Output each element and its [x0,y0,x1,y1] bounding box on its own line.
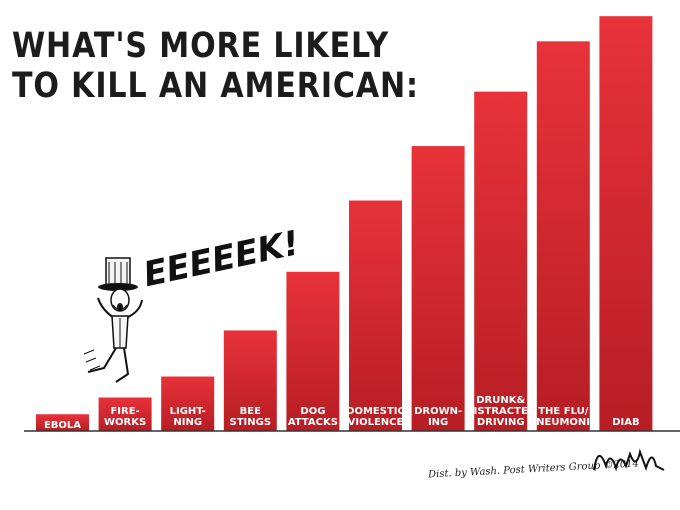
bar-label-line: ATTACKS [288,417,338,428]
bar [474,91,528,432]
bar-label-line: BEE [240,406,261,417]
bar-label: DOG ATTACKS [288,406,338,428]
bar [223,330,277,431]
bar-label-line: DISTRACTED [465,406,536,417]
bar-label: DROWN-ING [414,406,462,428]
bar-label-line: DOG [300,406,325,417]
bar-label: DRUNK& DISTRACTED DRIVING [465,395,536,428]
bar [536,41,590,432]
uncle-sam-figure [83,257,143,383]
bar [349,200,402,431]
bar [286,271,340,431]
artist-signature [593,448,665,472]
bar-label-line: PNEUMONIA [529,417,598,428]
bar [161,376,215,431]
bar-label-line: DRUNK& [476,395,525,406]
bar-label-line: NING [173,417,202,428]
bar-label-line: EBOLA [44,420,81,431]
bar-label-line: ING [428,417,448,428]
bar-label: THE FLU/PNEUMONIA [529,406,598,428]
bar-label: DIAB [612,417,639,428]
chart-title-line-2: TO KILL AN AMERICAN: [12,66,419,106]
chart-title-line-1: WHAT'S MORE LIKELY [12,26,390,66]
bar [98,397,152,431]
bar-label-line: STINGS [230,417,272,428]
bar-label: EBOLA [44,420,81,431]
bar-label-line: THE FLU/ [538,406,588,417]
bar-label-line: DRIVING [477,417,525,428]
bar-label-line: DROWN- [414,406,462,417]
bar-label: FIRE-WORKS [104,406,146,428]
bar-label: BEE STINGS [230,406,272,428]
bar-label: LIGHT-NING [170,406,206,428]
bar [36,414,89,431]
bar-label-line: DIAB [612,417,639,428]
bar [411,146,465,431]
bar-label-line: WORKS [104,417,146,428]
bar-label-line: FIRE- [110,406,139,417]
bars-group: EBOLA FIRE-WORKS LIGHT-NING BEE STINGS DOG ATT… [36,16,653,432]
bar-label-line: LIGHT- [170,406,206,417]
chart-title: WHAT'S MORE LIKELY TO KILL AN AMERICAN: [12,26,419,106]
bar-label: DOMESTIC VIOLENCE [346,406,405,428]
bar-label-line: DOMESTIC [346,406,405,417]
bar [599,16,653,431]
bar-label-line: VIOLENCE [348,417,404,428]
